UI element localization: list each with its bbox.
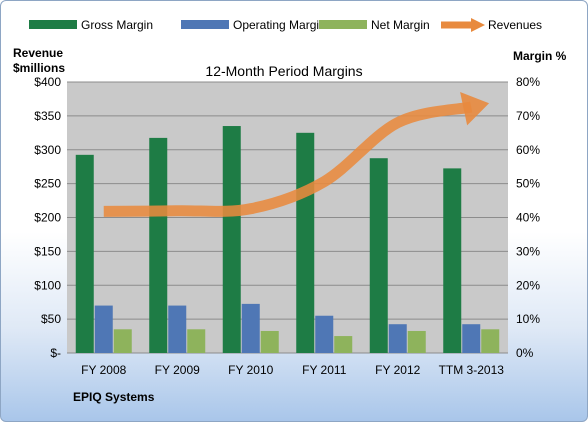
bar-net-margin-fy-2012 [407,330,426,353]
category-label: FY 2010 [228,363,273,377]
bar-gross-margin-fy-2009 [149,137,168,353]
left-tick-label: $200 [34,211,61,225]
left-tick-label: $100 [34,278,61,292]
left-tick-label: $300 [34,143,61,157]
left-tick-label: $50 [41,312,61,326]
bar-operating-margin-fy-2010 [241,303,260,353]
bar-net-margin-fy-2008 [113,329,132,353]
bar-operating-margin-fy-2008 [94,305,113,353]
legend-label-gross-margin: Gross Margin [81,18,153,32]
left-axis-title-line2: $millions [13,61,65,75]
left-tick-label: $- [50,346,61,360]
left-axis-title-line1: Revenue [13,46,63,60]
category-label: TTM 3-2013 [439,363,505,377]
category-label: FY 2012 [375,363,420,377]
right-tick-label: 60% [516,143,540,157]
legend-revenues-arrowhead [471,18,485,32]
right-tick-label: 0% [516,346,534,360]
bar-operating-margin-fy-2012 [388,324,407,353]
chart-title: 12-Month Period Margins [205,63,362,79]
left-tick-label: $250 [34,177,61,191]
category-label: FY 2008 [81,363,126,377]
revenue-trend [103,92,490,217]
legend-swatch-operating-margin [181,20,229,29]
revenue-line [103,101,473,217]
right-tick-label: 30% [516,244,540,258]
legend-label-revenues: Revenues [488,18,542,32]
right-tick-label: 80% [516,75,540,89]
legend-label-net-margin: Net Margin [371,18,430,32]
right-tick-label: 20% [516,278,540,292]
bar-gross-margin-fy-2012 [369,158,388,353]
chart-footer: EPIQ Systems [73,390,155,404]
left-tick-label: $350 [34,109,61,123]
legend-swatch-net-margin [319,20,367,29]
bar-operating-margin-fy-2009 [168,305,187,353]
right-axis-title: Margin % [513,49,567,63]
bar-gross-margin-ttm-3-2013 [443,168,462,353]
category-label: FY 2011 [302,363,347,377]
bar-operating-margin-fy-2011 [315,315,334,353]
axis-labels: $- 0% $50 10% $100 20% $150 30% $200 40% $250 50% $3… [34,75,540,377]
bar-net-margin-ttm-3-2013 [481,329,500,353]
right-tick-label: 40% [516,211,540,225]
category-label: FY 2009 [155,363,200,377]
bar-net-margin-fy-2011 [334,336,353,353]
legend-swatch-gross-margin [29,20,77,29]
legend: Gross Margin Operating Margin Net Margin… [29,18,542,32]
bar-gross-margin-fy-2010 [222,126,241,353]
bar-operating-margin-ttm-3-2013 [462,324,481,353]
left-tick-label: $400 [34,75,61,89]
left-tick-label: $150 [34,244,61,258]
right-tick-label: 10% [516,312,540,326]
bar-gross-margin-fy-2008 [75,154,94,353]
bar-marks [75,126,500,353]
legend-label-operating-margin: Operating Margin [233,18,326,32]
bar-net-margin-fy-2009 [187,329,206,353]
gridlines [67,81,508,354]
bar-net-margin-fy-2010 [260,330,279,353]
revenue-arrowhead [460,92,490,126]
right-tick-label: 70% [516,109,540,123]
right-tick-label: 50% [516,177,540,191]
bar-gross-margin-fy-2011 [296,132,315,353]
